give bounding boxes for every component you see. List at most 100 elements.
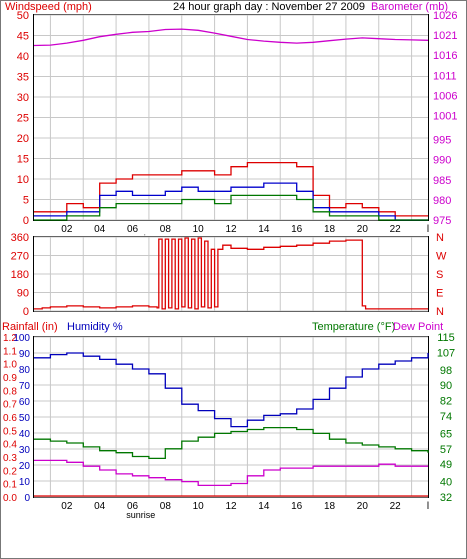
x-tick-label: 18 — [324, 501, 336, 512]
y-tick-windspeed: 30 — [17, 92, 29, 104]
y-tick-barometer: 985 — [433, 175, 451, 187]
y-tick-rainfall: 1.2 — [3, 333, 17, 344]
y-tick-barometer: 1001 — [433, 110, 457, 122]
y-tick-rainfall: 0.1 — [3, 480, 17, 491]
y-tick-rainfall: 0.6 — [3, 413, 17, 424]
y-tick-rainfall: 0.7 — [3, 400, 17, 411]
x-tick-label: 16 — [291, 224, 303, 235]
y-tick-rainfall: 0.3 — [3, 453, 17, 464]
y-tick-compass: N — [436, 232, 444, 244]
y-tick-rainfall: 0.4 — [3, 440, 17, 451]
x-tick-label: l — [427, 501, 429, 512]
x-tick-label: 20 — [357, 224, 369, 235]
y-tick-barometer: 1021 — [433, 30, 457, 42]
chart-title: 24 hour graph day : November 27 2009 — [173, 1, 365, 13]
y-tick-temperature: 82 — [440, 396, 452, 408]
x-tick-label: 22 — [390, 224, 402, 235]
y-tick-windspeed: 5 — [23, 195, 29, 207]
y-tick-direction: 360 — [11, 232, 29, 244]
y-tick-humidity: 90 — [19, 349, 31, 360]
y-tick-humidity: 20 — [19, 461, 31, 472]
windspeed-axis-label: Windspeed (mph) — [5, 1, 92, 13]
sunrise-label: sunrise — [126, 510, 155, 520]
y-tick-temperature: 65 — [440, 428, 452, 440]
y-tick-windspeed: 35 — [17, 72, 29, 84]
series-dew-point — [34, 459, 428, 487]
series-min — [34, 194, 428, 221]
y-tick-temperature: 49 — [440, 459, 452, 471]
y-tick-rainfall: 0.2 — [3, 466, 17, 477]
climate-panel: 0.00.10.20.30.40.50.60.70.80.91.01.11.2 … — [3, 332, 455, 520]
rainfall-axis-label: Rainfall (in) — [2, 321, 58, 333]
x-tick-label: 12 — [225, 224, 237, 235]
y-tick-temperature: 40 — [440, 477, 452, 489]
y-tick-temperature: 98 — [440, 365, 452, 377]
y-tick-windspeed: 50 — [17, 10, 29, 22]
y-tick-barometer: 980 — [433, 195, 451, 207]
y-tick-compass: W — [436, 251, 447, 263]
x-tick-label: 16 — [291, 501, 303, 512]
x-tick-label: 14 — [258, 224, 270, 235]
series-direction — [34, 237, 428, 310]
y-tick-humidity: 70 — [19, 381, 31, 392]
y-tick-barometer: 1016 — [433, 50, 457, 62]
x-tick-label: 12 — [225, 501, 237, 512]
humidity-axis-label: Humidity % — [67, 321, 123, 333]
x-tick-label: 14 — [258, 501, 270, 512]
y-tick-humidity: 30 — [19, 445, 31, 456]
y-tick-windspeed: 45 — [17, 31, 29, 43]
y-tick-temperature: 107 — [437, 347, 455, 359]
y-tick-barometer: 990 — [433, 155, 451, 167]
y-tick-temperature: 90 — [440, 380, 452, 392]
x-tick-label: 22 — [390, 501, 402, 512]
x-tick-label: 02 — [61, 501, 73, 512]
x-tick-label: 04 — [94, 501, 106, 512]
barometer-axis-label: Barometer (mb) — [371, 1, 448, 13]
series-barometer-mb- — [33, 28, 429, 47]
wind-barometer-panel: 0 5 10 15 20 25 30 35 40 45 50 975 980 985 990 995 1001… — [17, 10, 458, 243]
x-tick-label: 20 — [357, 501, 369, 512]
y-tick-rainfall: 0.5 — [3, 426, 17, 437]
temperature-axis-label: Temperature (°F) — [312, 321, 395, 333]
y-tick-temperature: 115 — [437, 332, 455, 344]
x-tick-label: 08 — [160, 224, 172, 235]
y-tick-humidity: 80 — [19, 365, 31, 376]
y-tick-temperature: 57 — [440, 444, 452, 456]
x-tick-label: 18 — [324, 224, 336, 235]
y-tick-direction: 0 — [23, 306, 29, 318]
y-tick-temperature: 74 — [440, 411, 452, 423]
y-tick-humidity: 100 — [13, 333, 30, 344]
x-tick-label: 04 — [94, 224, 106, 235]
y-tick-humidity: 50 — [19, 413, 31, 424]
y-tick-humidity: 60 — [19, 397, 31, 408]
y-tick-windspeed: 40 — [17, 51, 29, 63]
y-tick-barometer: 975 — [433, 215, 451, 227]
x-tick-label: 08 — [160, 501, 172, 512]
y-tick-windspeed: 0 — [23, 215, 29, 227]
y-tick-direction: 180 — [11, 269, 29, 281]
series-windspeed-mph- — [34, 161, 428, 217]
y-tick-rainfall: 1.0 — [3, 360, 17, 371]
x-tick-label: 10 — [193, 224, 205, 235]
y-tick-barometer: 1026 — [433, 10, 457, 22]
y-tick-windspeed: 15 — [17, 154, 29, 166]
y-tick-direction: 90 — [17, 288, 29, 300]
y-tick-barometer: 1006 — [433, 90, 457, 102]
x-tick-label: 06 — [127, 224, 139, 235]
y-tick-humidity: 40 — [19, 429, 31, 440]
y-tick-humidity: 10 — [19, 477, 31, 488]
y-tick-rainfall: 1.1 — [3, 346, 17, 357]
y-tick-compass: E — [436, 288, 443, 300]
series-avg — [34, 182, 428, 221]
series-temperature-f- — [34, 426, 429, 460]
y-tick-rainfall: 0.0 — [3, 493, 17, 504]
x-tick-label: 06 — [127, 501, 139, 512]
y-tick-compass: S — [436, 269, 443, 281]
y-tick-rainfall: 0.8 — [3, 386, 17, 397]
y-tick-windspeed: 20 — [17, 133, 29, 145]
y-tick-temperature: 32 — [440, 492, 452, 504]
y-tick-barometer: 995 — [433, 135, 451, 147]
x-tick-label: 02 — [61, 224, 73, 235]
